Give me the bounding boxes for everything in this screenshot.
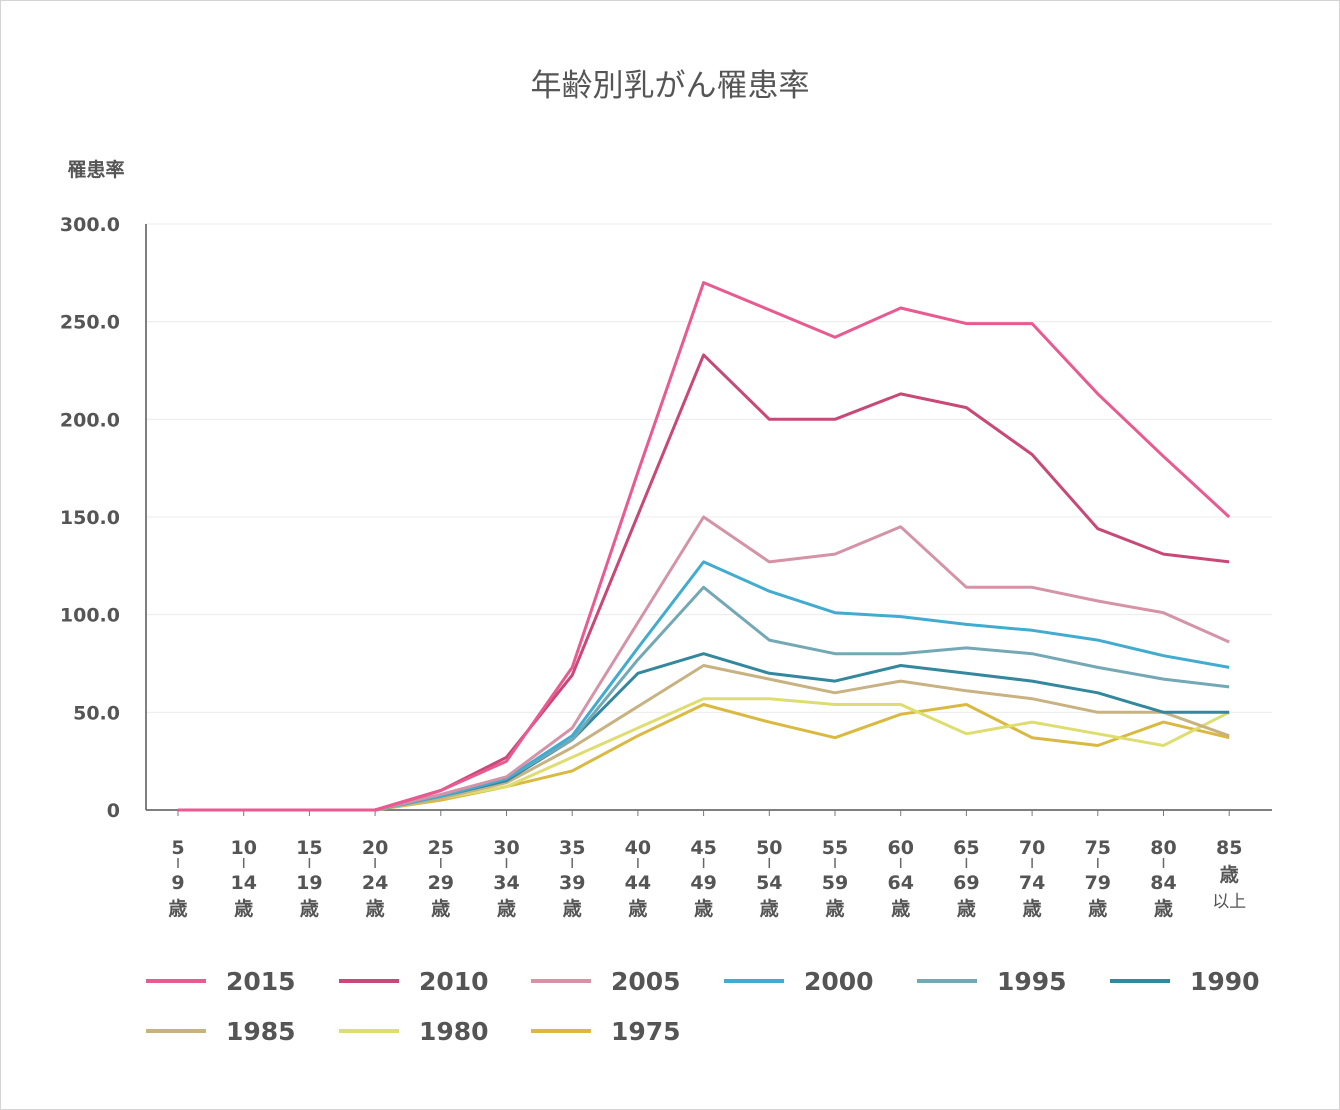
x-tick-label: 39 [559,872,585,894]
series-line-2015 [178,281,1231,812]
x-tick-label: 84 [1150,872,1176,894]
x-tick-label: 85 [1216,837,1242,859]
series-line-1990 [178,652,1230,812]
x-tick-labels: 59歳1014歳1519歳2024歳2529歳3034歳3539歳4044歳45… [168,837,1246,920]
x-tick-label: 歳 [497,898,516,920]
gridlines [146,223,1272,713]
x-tick-label: 歳 [760,898,779,920]
x-tick-label: 歳 [234,898,253,920]
x-tick-label: 10 [230,837,256,859]
x-tick-label: 44 [625,872,651,894]
x-tick-label: 74 [1019,872,1045,894]
legend-item-1990: 1990 [1110,967,1260,996]
x-tick-label: 25 [428,837,454,859]
series-lines [178,281,1231,812]
x-tick-label: 45 [690,837,716,859]
legend-item-2010: 2010 [339,967,489,996]
legend-label: 1995 [997,967,1067,996]
x-tick-label: 35 [559,837,585,859]
legend-item-1985: 1985 [146,1017,296,1046]
y-axis-label: 罹患率 [67,158,124,181]
y-tick-label: 300.0 [60,214,120,236]
x-tick-label: 55 [822,837,848,859]
x-tick-label: 75 [1085,837,1111,859]
x-tick-label: 歳 [957,898,976,920]
legend-item-1995: 1995 [917,967,1067,996]
x-tick-label: 歳 [563,898,582,920]
x-tick-label: 54 [756,872,782,894]
legend-label: 2000 [804,967,874,996]
x-tick-label: 40 [625,837,651,859]
legend-item-1975: 1975 [531,1017,681,1046]
chart-title: 年齢別乳がん罹患率 [531,68,810,104]
x-tick-label: 69 [953,872,979,894]
y-tick-label: 200.0 [60,409,120,431]
series-line-1980 [178,697,1230,812]
x-tick-label: 19 [296,872,322,894]
x-tick-label: 歳 [694,898,713,920]
x-tick-label: 50 [756,837,782,859]
x-tick-label: 歳 [168,898,187,920]
x-tick-label: 歳 [825,898,844,920]
series-line-1975 [178,703,1230,812]
x-tick-label: 14 [230,872,256,894]
y-tick-label: 50.0 [73,702,120,724]
x-tick-label: 20 [362,837,388,859]
x-tick-label: 歳 [366,898,385,920]
y-tick-label: 150.0 [60,507,120,529]
x-tick-label: 70 [1019,837,1045,859]
x-tick-label: 9 [171,872,184,894]
x-tick-label: 歳 [1220,864,1239,886]
x-tick-label: 24 [362,872,388,894]
x-tick-label: 歳 [891,898,910,920]
x-tick-label: 79 [1085,872,1111,894]
x-tick-label: 歳 [628,898,647,920]
legend-label: 2015 [226,967,296,996]
legend-label: 1990 [1190,967,1260,996]
x-tick-label: 60 [887,837,913,859]
legend-label: 1975 [611,1017,681,1046]
legend-item-2015: 2015 [146,967,296,996]
y-tick-label: 0 [107,800,120,822]
x-tick-label: 歳 [1154,898,1173,920]
x-tick-label: 49 [690,872,716,894]
x-tick-label: 65 [953,837,979,859]
x-tick-label: 歳 [1023,898,1042,920]
x-tick-label: 歳 [431,898,450,920]
x-tick-label: 以上 [1212,892,1246,912]
x-tick-label: 64 [887,872,913,894]
x-tick-label: 30 [493,837,519,859]
x-tick-label: 歳 [1088,898,1107,920]
legend-item-2000: 2000 [724,967,874,996]
legend-item-1980: 1980 [339,1017,489,1046]
x-tick-label: 29 [428,872,454,894]
y-tick-label: 100.0 [60,605,120,627]
legend-label: 2010 [419,967,489,996]
legend-label: 2005 [611,967,681,996]
series-line-2000 [178,560,1230,812]
x-tick-label: 5 [171,837,184,859]
x-tick-label: 34 [493,872,519,894]
x-tick-label: 15 [296,837,322,859]
legend-item-2005: 2005 [531,967,681,996]
legend: 2015 2010 2005 2000 1995 1990 1985 1980 1975 [146,967,1260,1046]
x-tick-label: 80 [1150,837,1176,859]
x-tick-label: 59 [822,872,848,894]
y-tick-labels: 0 50.0 100.0 150.0 200.0 250.0 300.0 [60,214,120,822]
legend-label: 1980 [419,1017,489,1046]
legend-label: 1985 [226,1017,296,1046]
y-tick-label: 250.0 [60,312,120,334]
x-tick-label: 歳 [300,898,319,920]
